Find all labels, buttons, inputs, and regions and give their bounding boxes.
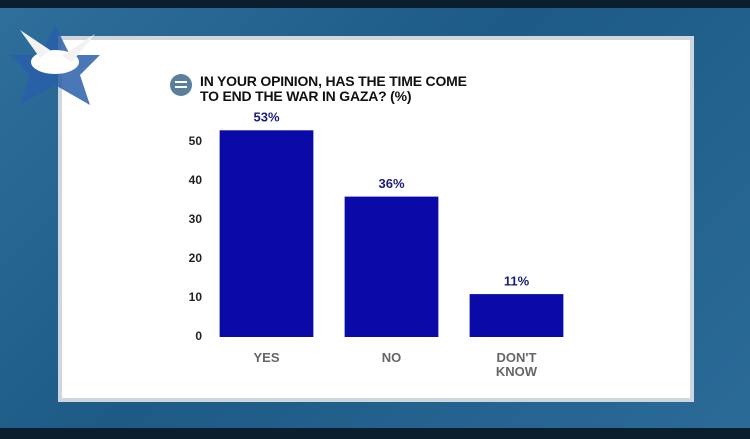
y-tick-label: 10 — [189, 290, 203, 304]
bar — [219, 130, 314, 337]
y-tick-label: 40 — [189, 173, 203, 187]
bar — [344, 196, 439, 337]
bottom-band — [0, 428, 750, 439]
chart-title: IN YOUR OPINION, HAS THE TIME COME TO EN… — [200, 73, 467, 104]
data-label: 36% — [378, 176, 404, 191]
x-tick-label: YES — [253, 350, 280, 365]
top-band — [0, 0, 750, 8]
title-icon — [170, 74, 192, 96]
x-tick-label: DON'T KNOW — [495, 350, 538, 379]
y-tick-label: 50 — [189, 134, 203, 148]
data-label: 11% — [504, 274, 530, 289]
logo — [10, 25, 100, 105]
data-label: 53% — [253, 110, 279, 125]
y-tick-label: 0 — [195, 329, 202, 343]
bar — [469, 294, 564, 337]
y-tick-label: 20 — [189, 251, 203, 265]
x-tick-label: NO — [381, 350, 402, 365]
y-tick-label: 30 — [189, 212, 203, 226]
